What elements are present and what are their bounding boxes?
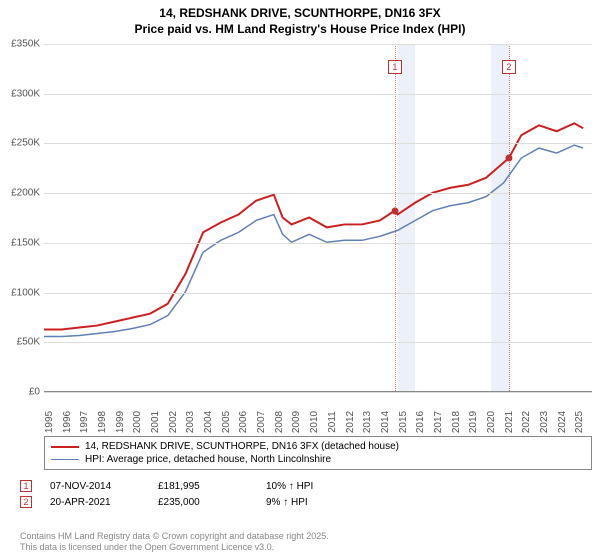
x-axis-label: 2013: [362, 411, 373, 433]
chart-container: 14, REDSHANK DRIVE, SCUNTHORPE, DN16 3FX…: [0, 0, 600, 560]
x-axis-label: 2019: [468, 411, 479, 433]
marker-dot: [391, 208, 398, 215]
x-axis-label: 2003: [185, 411, 196, 433]
legend-label: 14, REDSHANK DRIVE, SCUNTHORPE, DN16 3FX…: [85, 441, 399, 452]
x-axis-label: 2016: [415, 411, 426, 433]
series-hpi: [44, 145, 583, 336]
x-axis-label: 2021: [504, 411, 515, 433]
x-axis-label: 2000: [132, 411, 143, 433]
chart-title: 14, REDSHANK DRIVE, SCUNTHORPE, DN16 3FX…: [0, 0, 600, 37]
footer-line2: This data is licensed under the Open Gov…: [20, 542, 329, 554]
x-axis-label: 2004: [203, 411, 214, 433]
footer-line1: Contains HM Land Registry data © Crown c…: [20, 531, 329, 543]
x-axis-label: 2024: [557, 411, 568, 433]
transaction-marker: 2: [20, 496, 32, 508]
title-line1: 14, REDSHANK DRIVE, SCUNTHORPE, DN16 3FX: [0, 6, 600, 22]
legend-item: 14, REDSHANK DRIVE, SCUNTHORPE, DN16 3FX…: [51, 440, 585, 453]
gridline: [44, 293, 592, 294]
plot-area: 12: [44, 44, 592, 392]
footer-attribution: Contains HM Land Registry data © Crown c…: [20, 531, 329, 554]
x-axis-label: 1995: [44, 411, 55, 433]
title-line2: Price paid vs. HM Land Registry's House …: [0, 22, 600, 38]
gridline: [44, 44, 592, 45]
marker-label: 1: [388, 60, 402, 74]
y-axis-label: £100K: [11, 287, 40, 298]
x-axis-label: 2011: [327, 411, 338, 433]
x-axis-label: 2025: [574, 411, 585, 433]
gridline: [44, 94, 592, 95]
transaction-marker: 1: [20, 480, 32, 492]
legend-label: HPI: Average price, detached house, Nort…: [85, 454, 331, 465]
y-axis-label: £250K: [11, 138, 40, 149]
gridline: [44, 342, 592, 343]
transactions-table: 1 07-NOV-2014 £181,995 10% ↑ HPI 2 20-APR-202…: [20, 478, 592, 510]
x-axis-label: 1997: [79, 411, 90, 433]
y-axis: £0£50K£100K£150K£200K£250K£300K£350K: [0, 44, 44, 392]
y-axis-label: £50K: [17, 337, 40, 348]
legend-item: HPI: Average price, detached house, Nort…: [51, 453, 585, 466]
x-axis-label: 2007: [256, 411, 267, 433]
x-axis-label: 2001: [150, 411, 161, 433]
marker-label: 2: [502, 60, 516, 74]
x-axis-label: 2018: [451, 411, 462, 433]
x-axis-label: 2012: [345, 411, 356, 433]
y-axis-label: £0: [29, 387, 40, 398]
transaction-row: 1 07-NOV-2014 £181,995 10% ↑ HPI: [20, 478, 592, 494]
legend-swatch: [51, 459, 79, 460]
transaction-delta: 9% ↑ HPI: [266, 497, 356, 508]
gridline: [44, 243, 592, 244]
transaction-price: £181,995: [158, 481, 248, 492]
transaction-date: 20-APR-2021: [50, 497, 140, 508]
y-axis-label: £350K: [11, 39, 40, 50]
transaction-row: 2 20-APR-2021 £235,000 9% ↑ HPI: [20, 494, 592, 510]
x-axis-label: 2023: [539, 411, 550, 433]
x-axis-label: 2022: [521, 411, 532, 433]
y-axis-label: £150K: [11, 237, 40, 248]
x-axis-label: 2008: [274, 411, 285, 433]
x-axis-label: 2009: [291, 411, 302, 433]
transaction-date: 07-NOV-2014: [50, 481, 140, 492]
x-axis-label: 2020: [486, 411, 497, 433]
y-axis-label: £300K: [11, 88, 40, 99]
x-axis-label: 2002: [168, 411, 179, 433]
transaction-price: £235,000: [158, 497, 248, 508]
x-axis: 1995 1996 1997 1998 1999 2000 2001 2002 2003 2004…: [44, 392, 592, 432]
x-axis-label: 2014: [380, 411, 391, 433]
x-axis-label: 1998: [97, 411, 108, 433]
legend-swatch: [51, 446, 79, 448]
x-axis-label: 1999: [115, 411, 126, 433]
line-series-svg: [44, 44, 592, 391]
gridline: [44, 143, 592, 144]
y-axis-label: £200K: [11, 188, 40, 199]
x-axis-label: 2015: [398, 411, 409, 433]
marker-dot: [505, 155, 512, 162]
x-axis-label: 2006: [238, 411, 249, 433]
x-axis-label: 2010: [309, 411, 320, 433]
gridline: [44, 193, 592, 194]
x-axis-label: 2017: [433, 411, 444, 433]
x-axis-label: 2005: [221, 411, 232, 433]
x-axis-label: 1996: [62, 411, 73, 433]
transaction-delta: 10% ↑ HPI: [266, 481, 356, 492]
legend: 14, REDSHANK DRIVE, SCUNTHORPE, DN16 3FX…: [44, 436, 592, 470]
series-price_paid: [44, 123, 583, 329]
